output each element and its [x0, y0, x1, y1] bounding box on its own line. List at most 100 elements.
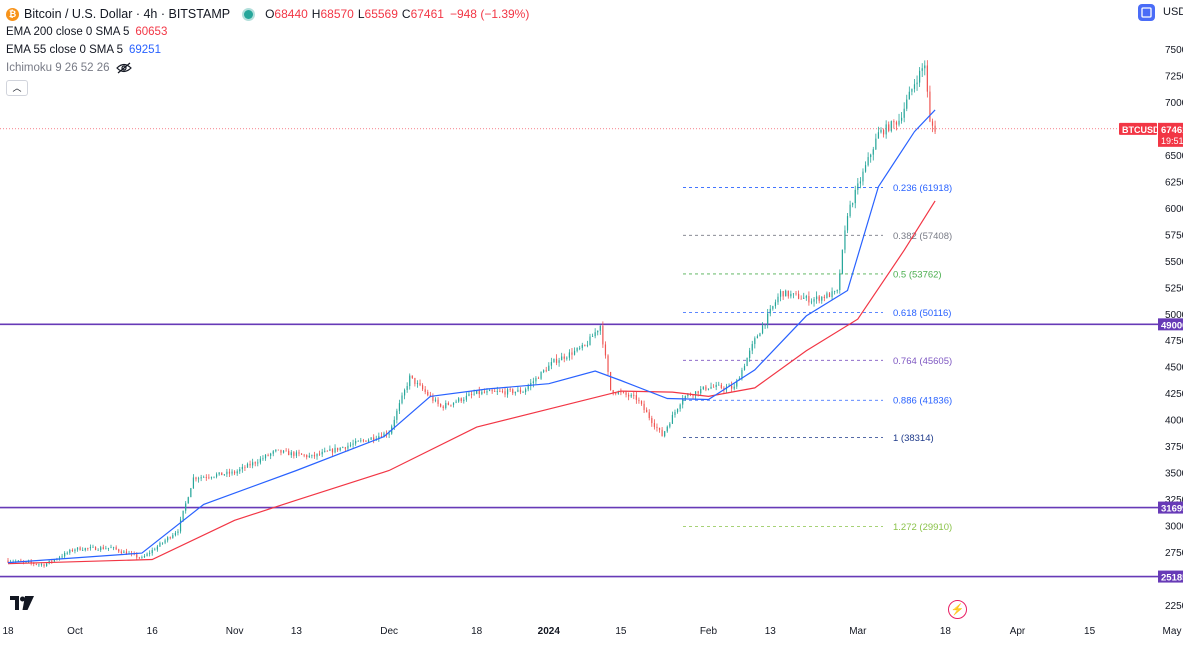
candle-body — [880, 130, 882, 133]
candle-body — [751, 344, 753, 351]
candle-body — [460, 398, 462, 402]
candle-body — [674, 412, 676, 415]
candle-body — [586, 344, 589, 346]
candle-body — [282, 450, 285, 453]
candle-body — [615, 393, 617, 394]
candle-body — [707, 388, 710, 390]
currency-icon[interactable] — [1138, 4, 1155, 21]
price-level-label: 49000 — [1161, 320, 1183, 331]
candle-body — [846, 216, 849, 231]
eye-hidden-icon[interactable] — [115, 62, 132, 74]
candle-body — [885, 124, 887, 135]
candle-body — [530, 382, 532, 387]
candle-body — [787, 290, 789, 297]
y-tick-label: 40000 — [1165, 416, 1183, 427]
candle-body — [71, 549, 73, 552]
candle-body — [146, 553, 148, 556]
candle-body — [700, 389, 702, 394]
candle-body — [774, 302, 777, 307]
candle-body — [280, 449, 282, 453]
candle-body — [643, 403, 645, 410]
candle-body — [676, 408, 679, 413]
candle-body — [550, 362, 552, 366]
candle-body — [414, 377, 416, 384]
candle-body — [172, 535, 174, 538]
candle-body — [854, 189, 856, 204]
x-axis: 18 Oct 16 Nov 13 Dec 18 2024 15 Feb 13 Mar 18 Apr 15 Ma… — [2, 626, 1181, 637]
candle-body — [834, 291, 836, 292]
candle-body — [69, 549, 71, 553]
candle-body — [239, 469, 241, 472]
last-price-marker — [1158, 122, 1183, 147]
candle-body — [849, 204, 851, 217]
candle-body — [468, 394, 470, 396]
symbol-title[interactable]: Bitcoin / U.S. Dollar · 4h · BITSTAMP — [24, 7, 231, 21]
candle-body — [512, 389, 514, 394]
candle-body — [483, 391, 486, 393]
y-tick-label: 27500 — [1165, 548, 1183, 559]
market-status-icon[interactable] — [244, 9, 254, 19]
candle-body — [839, 273, 841, 291]
candle-body — [40, 564, 43, 566]
candle-body — [303, 454, 305, 456]
candle-body — [352, 443, 354, 445]
candle-body — [506, 389, 509, 395]
candle-body — [651, 418, 653, 424]
candle-body — [525, 389, 527, 393]
x-tick-label: 16 — [147, 626, 159, 637]
candle-body — [852, 203, 854, 205]
candle-body — [903, 108, 905, 118]
candle-body — [720, 384, 722, 388]
candle-body — [929, 91, 931, 122]
candle-body — [174, 532, 176, 536]
y-tick-label: 47500 — [1165, 336, 1183, 347]
candle-body — [458, 398, 460, 402]
candle-body — [344, 447, 346, 449]
candle-body — [331, 449, 334, 453]
candle-body — [573, 350, 576, 355]
candle-body — [182, 510, 184, 520]
candle-body — [527, 386, 529, 390]
candle-body — [262, 458, 264, 460]
candle-body — [300, 453, 303, 455]
indicator-row-ema55[interactable]: EMA 55 close 0 SMA 5 69251 — [6, 41, 529, 59]
candle-body — [218, 472, 220, 475]
candle-body — [373, 437, 375, 440]
candle-body — [921, 68, 923, 71]
candle-body — [149, 553, 151, 554]
currency-label[interactable]: USD — [1163, 6, 1183, 18]
candle-body — [179, 519, 182, 532]
candle-body — [342, 447, 344, 449]
x-tick-label: 18 — [2, 626, 14, 637]
candle-body — [347, 445, 349, 449]
candle-body — [828, 293, 831, 297]
y-tick-label: 62500 — [1165, 177, 1183, 188]
indicator-row-ema200[interactable]: EMA 200 close 0 SMA 5 60653 — [6, 23, 529, 41]
candle-body — [579, 347, 581, 349]
candle-body — [17, 560, 19, 562]
indicator-value: 60653 — [135, 26, 168, 38]
candle-body — [424, 389, 426, 392]
candle-body — [617, 391, 619, 394]
fib-level-label: 0.236 (61918) — [893, 183, 952, 194]
tradingview-logo-icon[interactable] — [10, 596, 34, 614]
candle-body — [604, 344, 607, 356]
candle-body — [862, 171, 864, 182]
candle-body — [591, 336, 594, 337]
candle-body — [264, 454, 267, 459]
candle-body — [540, 371, 542, 379]
candle-body — [445, 403, 447, 408]
x-tick-label: 13 — [291, 626, 303, 637]
candle-body — [102, 547, 104, 549]
lightning-icon[interactable]: ⚡ — [948, 600, 967, 619]
indicator-row-ichimoku[interactable]: Ichimoku 9 26 52 26 — [6, 59, 529, 77]
candle-body — [362, 440, 364, 442]
chevron-up-icon[interactable]: ︿ — [6, 79, 28, 96]
candle-body — [893, 121, 895, 123]
last-price: BTCUSD6746119:51 — [0, 122, 1183, 147]
candle-body — [597, 330, 599, 333]
candle-body — [743, 366, 746, 370]
candle-body — [818, 296, 820, 301]
